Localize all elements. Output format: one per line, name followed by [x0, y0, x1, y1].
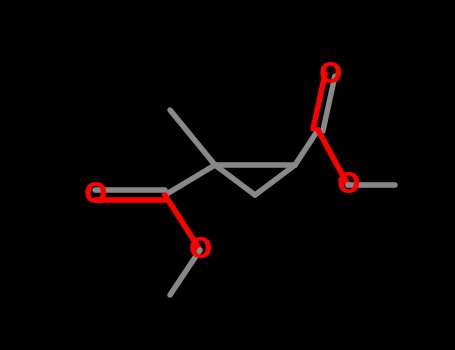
Text: O: O: [336, 171, 360, 199]
Text: O: O: [83, 181, 107, 209]
Text: O: O: [318, 61, 342, 89]
Text: O: O: [188, 236, 212, 264]
